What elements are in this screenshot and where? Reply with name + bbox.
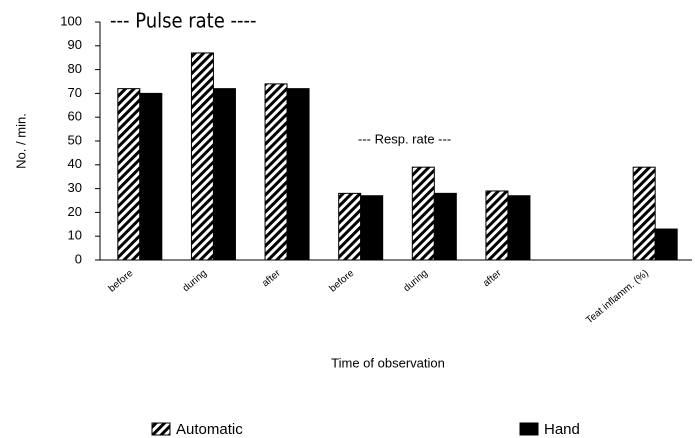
- bar: [286, 88, 310, 261]
- bar: [212, 88, 236, 261]
- bar: [507, 195, 531, 261]
- x-axis-label: Time of observation: [331, 355, 445, 370]
- y-tick-label: 50: [68, 132, 82, 147]
- annotation: --- Resp. rate ---: [358, 131, 451, 146]
- bar: [264, 83, 288, 261]
- x-tick-label: during: [181, 268, 209, 294]
- y-tick-label: 70: [68, 85, 82, 100]
- y-tick-label: 80: [68, 61, 82, 76]
- annotation: --- Pulse rate ----: [110, 9, 257, 33]
- bar: [485, 190, 509, 261]
- bar: [433, 192, 457, 261]
- bar: [632, 166, 656, 261]
- y-tick-label: 90: [68, 37, 82, 52]
- x-tick-label: after: [481, 267, 504, 289]
- x-tick-label: before: [107, 268, 136, 295]
- y-tick-label: 40: [68, 156, 82, 171]
- legend-swatch: [151, 422, 171, 436]
- x-tick-label: before: [328, 268, 357, 295]
- legend-label: Hand: [544, 421, 580, 438]
- x-tick-label: after: [260, 267, 283, 289]
- y-tick-label: 20: [68, 204, 82, 219]
- bar: [411, 166, 435, 261]
- y-tick-label: 30: [68, 180, 82, 195]
- y-tick-label: 0: [75, 251, 82, 266]
- y-axis-label: No. / min.: [13, 113, 28, 169]
- bar: [360, 195, 384, 261]
- bar: [338, 192, 362, 261]
- bar: [117, 88, 141, 261]
- bar: [190, 52, 214, 261]
- y-tick-label: 60: [68, 109, 82, 124]
- x-tick-label: Teat inflamm. (%): [584, 268, 651, 326]
- legend-label: Automatic: [176, 421, 243, 438]
- y-tick-label: 10: [68, 228, 82, 243]
- x-tick-label: during: [402, 268, 430, 294]
- y-tick-label: 100: [60, 13, 82, 28]
- bar: [654, 228, 678, 261]
- bar: [139, 92, 163, 261]
- legend-swatch: [519, 422, 539, 436]
